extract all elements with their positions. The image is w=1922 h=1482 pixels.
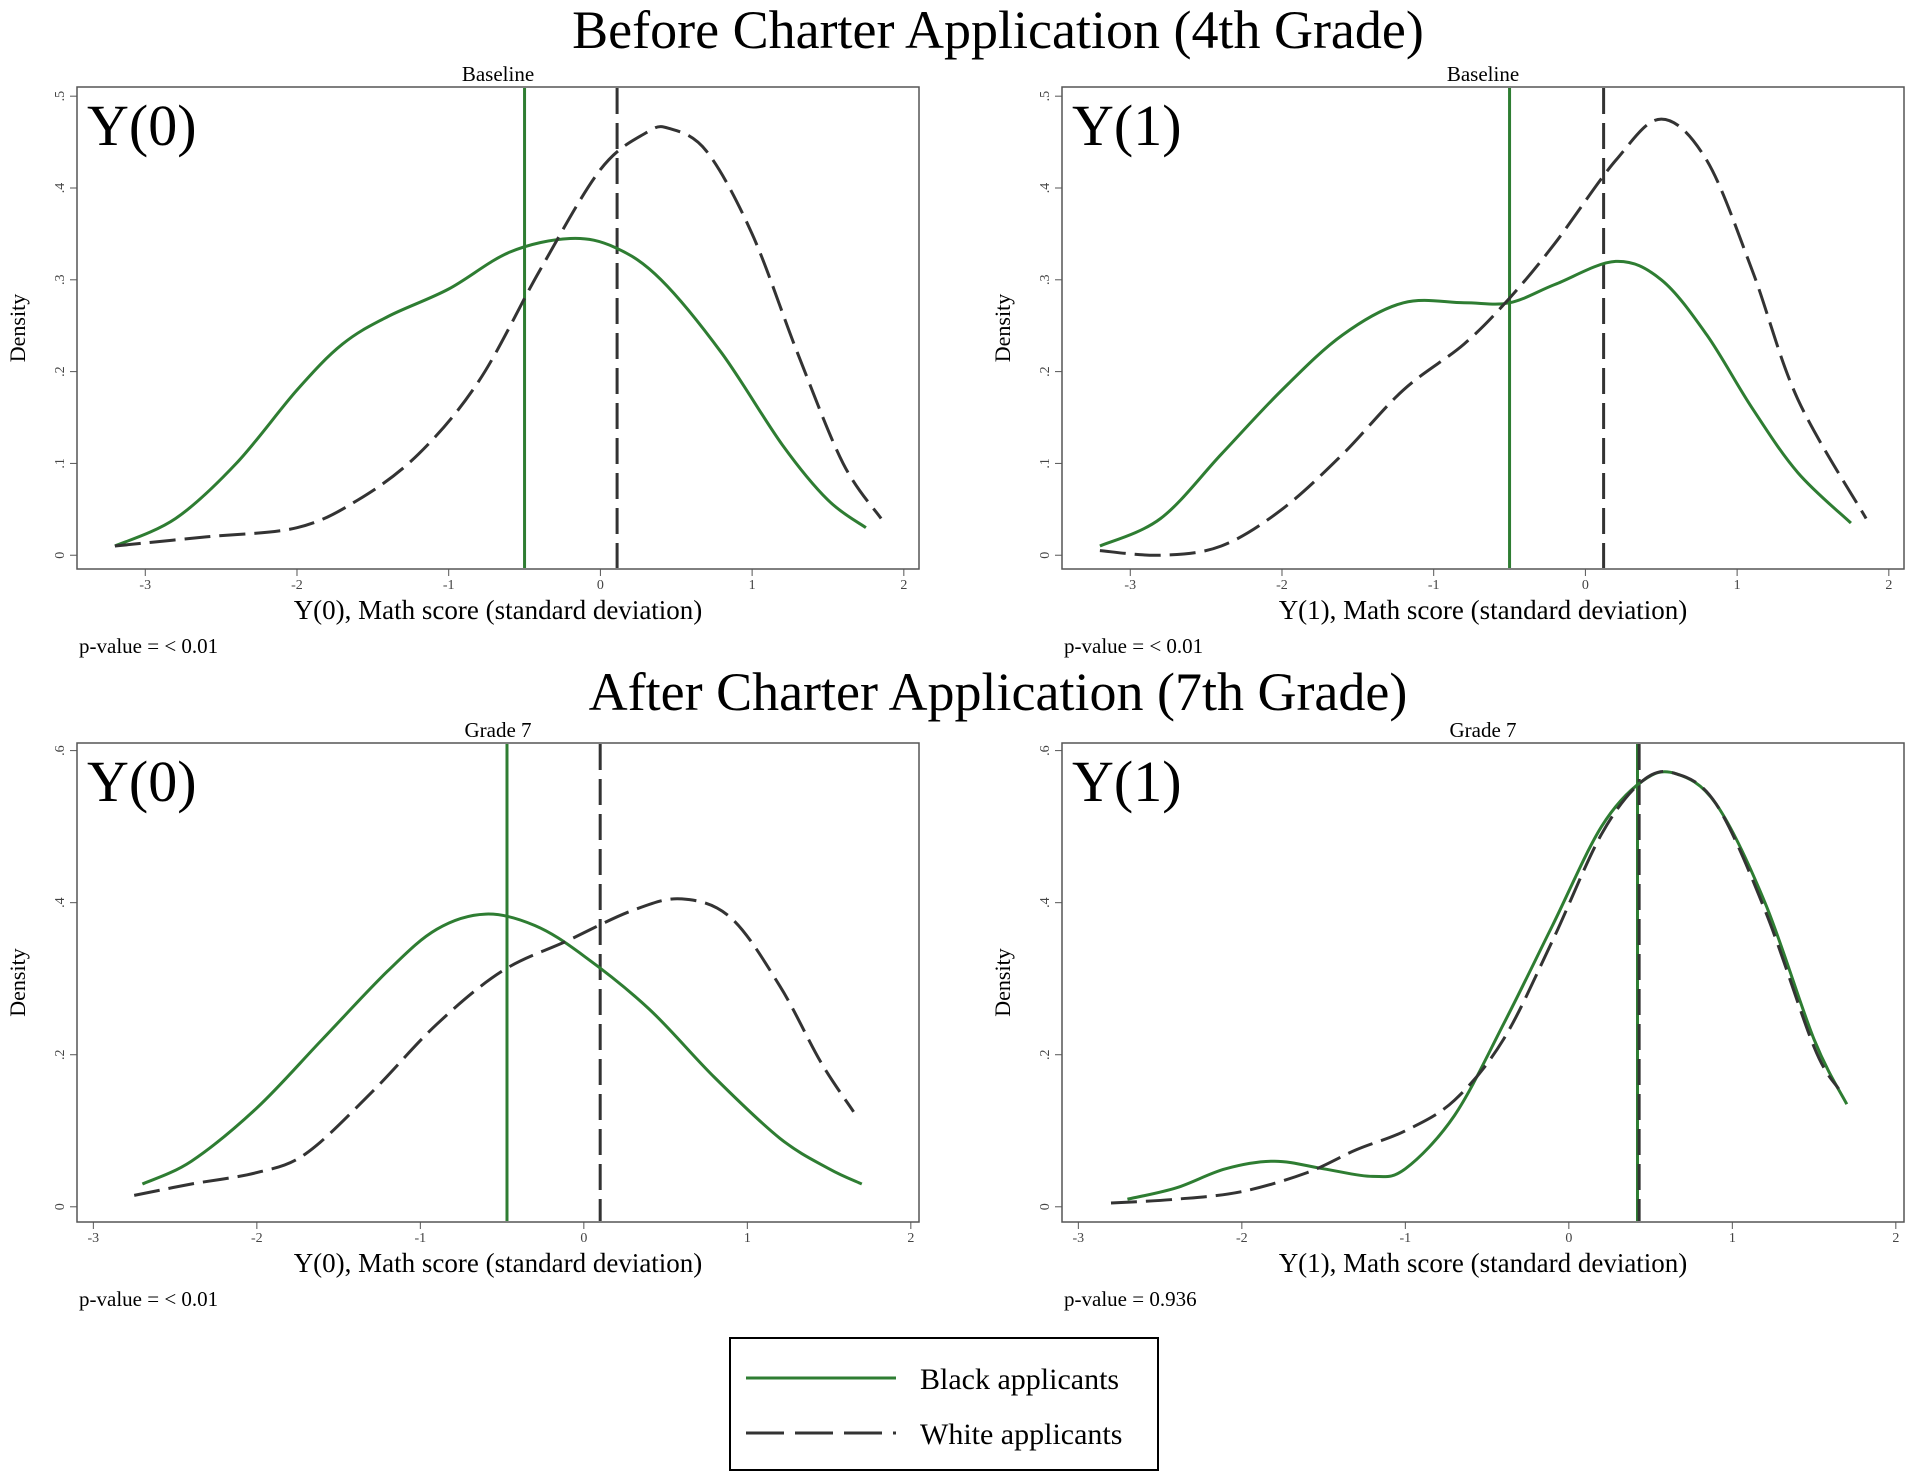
y-tick-label: .3 (53, 275, 68, 286)
y-tick-label: .5 (53, 91, 68, 102)
legend: Black applicants White applicants (729, 1337, 1159, 1471)
x-tick-label: 2 (1892, 1231, 1899, 1246)
panel-subtitle: Baseline (462, 62, 534, 86)
p-value: p-value = < 0.01 (79, 1287, 218, 1311)
x-tick-label: -1 (1428, 578, 1440, 593)
y-tick-label: .4 (53, 897, 68, 908)
section-title-before: Before Charter Application (4th Grade) (572, 0, 1424, 60)
x-tick-label: -2 (291, 578, 303, 593)
x-tick-label: -1 (1400, 1231, 1412, 1246)
panel-subtitle: Baseline (1447, 62, 1519, 86)
x-tick-label: 2 (907, 1231, 914, 1246)
y-tick-label: 0 (1038, 552, 1053, 559)
x-tick-label: 0 (580, 1231, 587, 1246)
x-tick-label: -2 (1276, 578, 1288, 593)
x-tick-label: 2 (1885, 578, 1892, 593)
panel-subtitle: Grade 7 (1449, 718, 1516, 742)
panel-tag: Y(0) (87, 93, 197, 158)
density-curve-black-applicants (1099, 259, 1852, 548)
x-axis-label: Y(1), Math score (standard deviation) (1279, 1248, 1688, 1278)
y-tick-label: .5 (1038, 91, 1053, 102)
density-curve-black-applicants (1127, 770, 1849, 1201)
x-tick-label: -3 (139, 578, 151, 593)
x-tick-label: -2 (1236, 1231, 1248, 1246)
plot-area (76, 742, 920, 1223)
chart-panel-1: Baseline Y(0) -3 -2 -1 0 1 2 0 .1 .2 .3 .4 .5 Y(0), Ma… (5, 62, 920, 658)
x-tick-label: -3 (1073, 1231, 1085, 1246)
y-tick-label: 0 (53, 552, 68, 559)
chart-panel-2: Baseline Y(1) -3 -2 -1 0 1 2 0 .1 .2 .3 .4 .5 Y(1), Ma… (990, 62, 1905, 658)
x-tick-label: 1 (744, 1231, 751, 1246)
x-tick-label: 0 (1565, 1231, 1572, 1246)
y-tick-label: .2 (1038, 1049, 1053, 1060)
x-axis-label: Y(0), Math score (standard deviation) (294, 595, 703, 625)
y-tick-label: .2 (53, 1049, 68, 1060)
x-tick-label: 1 (1729, 1231, 1736, 1246)
panel-tag: Y(1) (1072, 93, 1182, 158)
p-value: p-value = < 0.01 (79, 634, 218, 658)
x-tick-label: -1 (415, 1231, 427, 1246)
chart-panel-4: Grade 7 Y(1) -3 -2 -1 0 1 2 0 .2 .4 .6 Y(1), Math sc… (990, 718, 1905, 1311)
y-tick-label: .4 (1038, 897, 1053, 908)
y-axis-label: Density (5, 948, 30, 1016)
x-tick-label: -2 (251, 1231, 263, 1246)
density-curve-white-applicants (114, 125, 883, 548)
y-tick-label: .6 (1038, 745, 1053, 756)
plot-area (76, 86, 920, 570)
x-tick-label: -3 (88, 1231, 100, 1246)
x-tick-label: -3 (1124, 578, 1136, 593)
x-tick-label: 2 (900, 578, 907, 593)
chart-panels: Baseline Y(0) -3 -2 -1 0 1 2 0 .1 .2 .3 .4 .5 Y(0), Ma… (5, 62, 1905, 1311)
x-axis-label: Y(1), Math score (standard deviation) (1279, 595, 1688, 625)
y-tick-label: 0 (53, 1203, 68, 1210)
legend-label-white: White applicants (920, 1418, 1122, 1451)
x-axis-label: Y(0), Math score (standard deviation) (294, 1248, 703, 1278)
x-tick-label: 1 (1734, 578, 1741, 593)
x-tick-label: -1 (443, 578, 455, 593)
y-tick-label: .1 (1038, 458, 1053, 469)
chart-panel-3: Grade 7 Y(0) -3 -2 -1 0 1 2 0 .2 .4 .6 Y(0), Math sc… (5, 718, 920, 1311)
y-tick-label: .4 (1038, 183, 1053, 194)
legend-label-black: Black applicants (920, 1363, 1119, 1396)
y-tick-label: .3 (1038, 275, 1053, 286)
p-value: p-value = 0.936 (1064, 1287, 1197, 1311)
density-curve-white-applicants (1099, 117, 1868, 557)
y-tick-label: .1 (53, 458, 68, 469)
panel-tag: Y(0) (87, 749, 197, 814)
density-curve-white-applicants (1110, 769, 1840, 1205)
y-tick-label: 0 (1038, 1203, 1053, 1210)
density-curve-white-applicants (133, 897, 855, 1197)
plot-area (1061, 742, 1905, 1223)
density-curve-black-applicants (141, 912, 863, 1186)
y-tick-label: .2 (1038, 366, 1053, 377)
p-value: p-value = < 0.01 (1064, 634, 1203, 658)
panel-subtitle: Grade 7 (464, 718, 531, 742)
y-tick-label: .4 (53, 183, 68, 194)
x-tick-label: 1 (749, 578, 756, 593)
y-axis-label: Density (990, 948, 1015, 1016)
panel-tag: Y(1) (1072, 749, 1182, 814)
y-axis-label: Density (990, 294, 1015, 362)
x-tick-label: 0 (597, 578, 604, 593)
y-tick-label: .6 (53, 745, 68, 756)
y-tick-label: .2 (53, 366, 68, 377)
x-tick-label: 0 (1582, 578, 1589, 593)
legend-box (729, 1337, 1159, 1471)
density-curve-black-applicants (114, 236, 867, 548)
y-axis-label: Density (5, 294, 30, 362)
section-title-after: After Charter Application (7th Grade) (589, 662, 1408, 722)
